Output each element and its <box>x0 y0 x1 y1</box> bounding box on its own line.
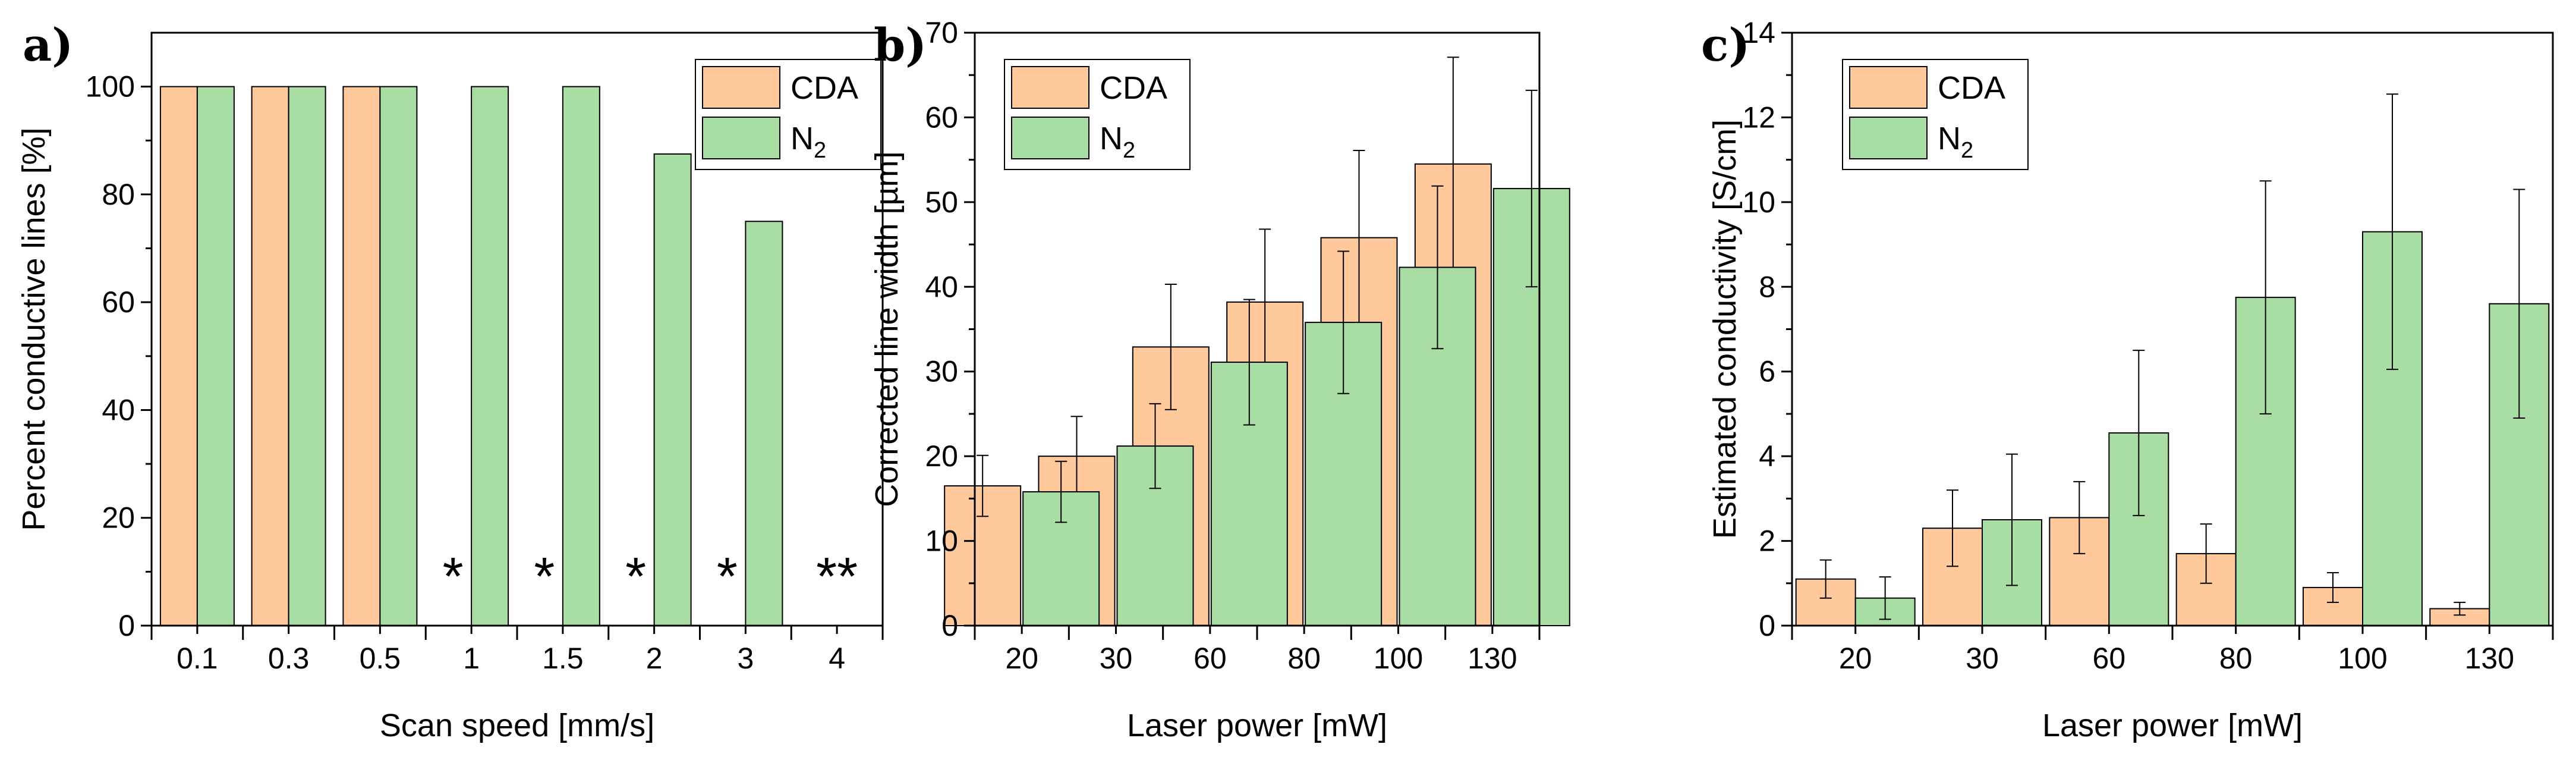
y-tick-label: 40 <box>925 270 958 303</box>
panel-label: b) <box>874 18 927 71</box>
x-axis-label: Laser power [mW] <box>1127 708 1387 743</box>
x-tick-label: 4 <box>829 642 845 675</box>
legend-swatch-cda <box>1849 66 1928 109</box>
bar-cda-0.5 <box>342 86 381 627</box>
x-tick-label: 30 <box>1100 642 1133 675</box>
x-tick-label: 1 <box>463 642 480 675</box>
x-tick-label: 80 <box>2219 642 2253 675</box>
x-tick-label: 60 <box>2093 642 2126 675</box>
x-axis-label: Scan speed [mm/s] <box>380 708 654 743</box>
y-tick-label: 10 <box>925 525 958 558</box>
y-tick-label: 20 <box>102 501 135 535</box>
y-axis-label: Estimated conductivity [S/cm] <box>1707 120 1743 539</box>
x-tick-label: 130 <box>2465 642 2514 675</box>
y-axis-label: Corrected line width [µm] <box>869 151 905 507</box>
x-axis-label: Laser power [mW] <box>2042 708 2303 743</box>
legend-swatch-cda <box>702 66 780 109</box>
chart-panel-c: c) 0 2 4 6 8 10 12 14 20 30 60 80 100 130 Laser power [… <box>1701 16 2554 743</box>
x-tick-label: 130 <box>1467 642 1517 675</box>
y-tick-label: 4 <box>1759 439 1775 473</box>
legend-swatch-n2 <box>1011 117 1089 159</box>
x-tick-label: 80 <box>1287 642 1321 675</box>
x-tick-label: 0.1 <box>177 642 218 675</box>
y-tick-label: 60 <box>102 285 135 319</box>
significance-marker: * <box>534 547 555 607</box>
chart-panel-b: b) 0 10 20 30 40 50 60 70 20 30 60 80 100 130 Laser pow… <box>869 16 1570 743</box>
legend: CDA N2 <box>695 59 881 170</box>
bar-n2-0.5 <box>379 86 418 627</box>
significance-marker: * <box>717 547 738 607</box>
y-tick-label: 40 <box>102 393 135 426</box>
significance-marker: * <box>625 547 646 607</box>
bar-cda-0.1 <box>159 86 198 627</box>
y-tick-label: 0 <box>118 609 135 642</box>
x-tick-label: 100 <box>1374 642 1423 675</box>
legend-label-n2: N2 <box>791 121 826 163</box>
significance-marker: * <box>443 547 464 607</box>
legend-label-cda: CDA <box>791 70 858 106</box>
bar-n2-1.5 <box>562 86 600 627</box>
y-tick-label: 6 <box>1759 355 1775 388</box>
bar-cda-0.3 <box>251 86 289 627</box>
x-tick-label: 3 <box>737 642 754 675</box>
bar-n2-0.1 <box>196 86 235 627</box>
y-tick-label: 2 <box>1759 525 1775 558</box>
x-tick-label: 20 <box>1005 642 1038 675</box>
y-tick-label: 70 <box>925 16 958 49</box>
bar-n2-2 <box>653 153 692 626</box>
y-tick-label: 60 <box>925 101 958 134</box>
legend-label-cda: CDA <box>1100 70 1167 106</box>
y-tick-label: 0 <box>1759 609 1775 642</box>
x-tick-label: 2 <box>646 642 663 675</box>
y-tick-label: 14 <box>1742 16 1775 49</box>
bar-n2-1 <box>471 86 509 627</box>
y-tick-label: 0 <box>941 609 958 642</box>
y-axis-label: Percent conductive lines [%] <box>16 127 52 530</box>
x-tick-label: 100 <box>2338 642 2387 675</box>
significance-marker: ** <box>816 547 858 607</box>
y-tick-label: 100 <box>86 70 135 103</box>
y-tick-label: 30 <box>925 355 958 388</box>
x-tick-label: 60 <box>1193 642 1227 675</box>
panel-label: c) <box>1701 18 1750 71</box>
y-tick-label: 10 <box>1742 186 1775 219</box>
y-tick-label: 20 <box>925 439 958 473</box>
x-tick-label: 30 <box>1966 642 1999 675</box>
bar-n2-3 <box>745 221 783 626</box>
y-tick-label: 80 <box>102 178 135 211</box>
x-tick-label: 1.5 <box>542 642 584 675</box>
y-tick-label: 50 <box>925 186 958 219</box>
x-tick-label: 0.3 <box>268 642 310 675</box>
legend-label-cda: CDA <box>1938 70 2005 106</box>
y-tick-label: 12 <box>1742 101 1775 134</box>
y-tick-label: 8 <box>1759 270 1775 303</box>
bar-n2-0.3 <box>288 86 326 627</box>
legend-swatch-cda <box>1011 66 1089 109</box>
x-tick-label: 20 <box>1839 642 1872 675</box>
legend-swatch-n2 <box>702 117 780 159</box>
panel-label: a) <box>23 18 73 71</box>
legend-swatch-n2 <box>1849 117 1928 159</box>
x-tick-label: 0.5 <box>360 642 401 675</box>
